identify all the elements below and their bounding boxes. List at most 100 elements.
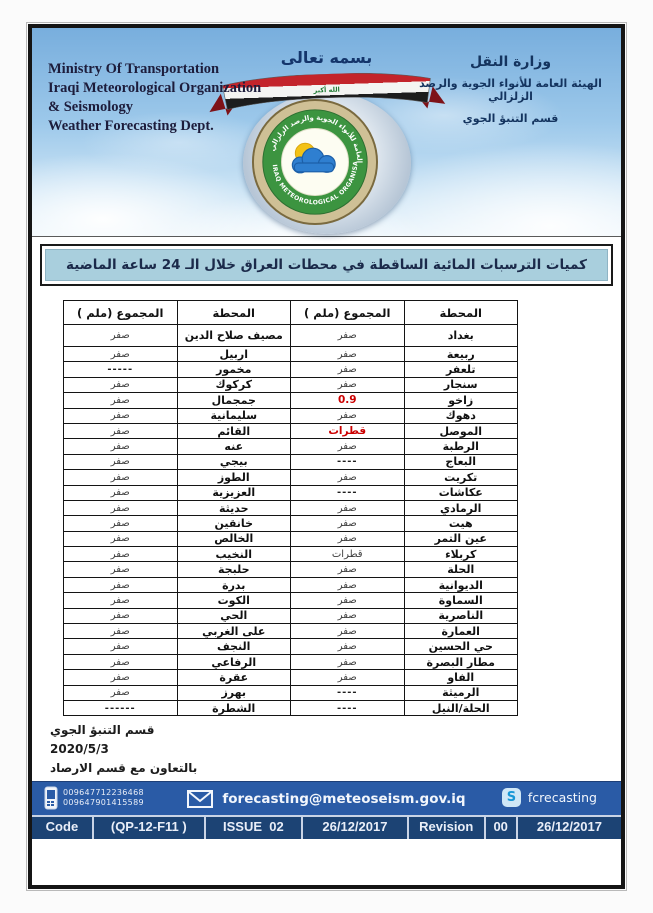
station-cell: مخمور (176, 361, 291, 378)
value-cell: صفر (290, 469, 405, 486)
envelope-icon (187, 789, 214, 808)
value-cell: صفر (63, 438, 178, 455)
value-cell: صفر (290, 361, 405, 378)
table-row: كربلاء قطرات النخيب صفر (63, 546, 518, 563)
mobile-phone-icon (44, 786, 58, 810)
value-cell: صفر (63, 684, 178, 701)
precipitation-table: المحطة المجموع (ملم ) المحطة المجموع (ملم )… (63, 300, 518, 717)
code-bar-cell: ISSUE 02 (206, 817, 303, 840)
value-cell: صفر (290, 530, 405, 548)
table-row: الرطبة صفر عنه صفر (63, 438, 518, 455)
value-cell: صفر (63, 469, 178, 486)
email-address: forecasting@meteoseism.gov.iq (222, 790, 466, 807)
station-cell: مصيف صلاح الدين (176, 324, 291, 347)
table-row: تلعفر صفر مخمور ----- (63, 361, 518, 378)
station-cell: الخالص (176, 530, 291, 548)
station-cell: جمجمال (176, 392, 291, 409)
value-cell: صفر (290, 499, 405, 517)
column-header: المحطة (403, 300, 518, 325)
value-cell: صفر (290, 623, 405, 640)
phone-contact: 009647712236468 009647901415589 (44, 786, 144, 810)
station-cell: حلبجة (176, 561, 291, 578)
table-row: بغداد صفر مصيف صلاح الدين صفر (63, 324, 518, 347)
document-code-bar: Code (QP-12-F11 ) ISSUE 02 26/12/2017 Revisi… (32, 815, 621, 840)
iraq-flag-ribbon: الله أكبر (206, 70, 448, 126)
station-cell: اربيل (176, 345, 291, 363)
column-header: المجموع (ملم ) (290, 300, 405, 325)
station-cell: ربيعة (403, 345, 518, 363)
value-cell: صفر (63, 653, 178, 671)
table-row: العمارة صفر على الغربي صفر (63, 623, 518, 640)
code-bar-cell: Code (32, 817, 94, 840)
station-cell: الرطبة (403, 438, 518, 455)
value-cell: صفر (63, 561, 178, 578)
phone-numbers: 009647712236468 009647901415589 (63, 788, 144, 808)
station-cell: بدرة (176, 576, 291, 594)
table-row: حي الحسين صفر النجف صفر (63, 638, 518, 655)
english-org-line: Iraqi Meteorological Organization (48, 80, 262, 96)
station-cell: الحي (176, 607, 291, 625)
report-title-box: كميات الترسبات المائية الساقطة في محطات … (40, 244, 613, 286)
bismillah-text: بسمه تعالى (280, 48, 373, 67)
table-row: دهوك صفر سليمانية صفر (63, 407, 518, 424)
station-cell: الكوت (176, 592, 291, 609)
arabic-org-block: وزارة النقل الهيئة العامة للأنواء الجوية … (408, 54, 613, 125)
value-cell: صفر (63, 638, 178, 655)
station-cell: العمارة (403, 623, 518, 640)
sun-cloud-icon (291, 142, 336, 174)
station-cell: الحلة/النيل (403, 699, 518, 717)
document-page: بسمه تعالى Ministry Of Transportation Ira… (26, 22, 627, 891)
footer-line: 2020/5/3 (50, 742, 109, 757)
code-bar-cell: Revision (409, 817, 486, 840)
contact-bar: 009647712236468 009647901415589 forecasti… (32, 781, 621, 816)
station-cell: سنجار (403, 376, 518, 394)
code-bar-cell: 26/12/2017 (303, 817, 409, 840)
table-row: الديوانية صفر بدرة صفر (63, 576, 518, 594)
table-row: سنجار صفر كركوك صفر (63, 376, 518, 394)
value-cell: صفر (63, 499, 178, 517)
footer-line: بالتعاون مع قسم الارصاد (50, 761, 198, 776)
table-row: الفاو صفر عقرة صفر (63, 669, 518, 686)
station-cell: النجف (176, 638, 291, 655)
value-cell: صفر (63, 623, 178, 640)
arabic-org-line: وزارة النقل (469, 54, 552, 70)
station-cell: بيجي (176, 453, 291, 471)
station-cell: القائم (176, 422, 291, 440)
value-cell: صفر (290, 592, 405, 609)
arabic-org-line: الهيئة العامة للأنواء الجوية والرصد الزل… (419, 77, 602, 103)
value-cell: صفر (290, 576, 405, 594)
table-row: الحلة صفر حلبجة صفر (63, 561, 518, 578)
table-row: الناصرية صفر الحي صفر (63, 607, 518, 625)
code-bar-cell: (QP-12-F11 ) (94, 817, 206, 840)
value-cell: صفر (290, 376, 405, 394)
value-cell: ---- (290, 699, 405, 717)
value-cell: ---- (290, 453, 405, 471)
value-cell: صفر (290, 407, 405, 424)
value-cell: صفر (290, 515, 405, 532)
station-cell: على الغربي (176, 623, 291, 640)
column-header: المحطة (176, 300, 291, 325)
table-row: الرمادي صفر حديثة صفر (63, 499, 518, 517)
table-row: ربيعة صفر اربيل صفر (63, 345, 518, 363)
skype-handle: fcrecasting (527, 790, 597, 806)
value-cell: صفر (290, 324, 405, 347)
station-cell: الناصرية (403, 607, 518, 625)
station-cell: الشطرة (176, 699, 291, 717)
table-row: الحلة/النيل ---- الشطرة ------ (63, 699, 518, 717)
station-cell: النخيب (176, 546, 291, 563)
english-org-line: Weather Forecasting Dept. (48, 118, 214, 134)
email-contact: forecasting@meteoseism.gov.iq (32, 782, 621, 815)
phone-number: 009647901415589 (63, 798, 144, 808)
flag-ribbon-graphic: الله أكبر (208, 72, 445, 116)
value-cell: صفر (63, 607, 178, 625)
station-cell: الحلة (403, 561, 518, 578)
station-cell: الديوانية (403, 576, 518, 594)
value-cell: صفر (290, 669, 405, 686)
organization-emblem: الهيئة العامة للأنواء الجوية والرصد الزل… (251, 98, 378, 226)
station-cell: زاخو (403, 392, 518, 409)
table-row: السماوة صفر الكوت صفر (63, 592, 518, 609)
station-cell: سليمانية (176, 407, 291, 424)
skype-contact: S fcrecasting (501, 788, 597, 808)
footer-line: قسم التنبؤ الجوي (50, 723, 155, 738)
station-cell: دهوك (403, 407, 518, 424)
